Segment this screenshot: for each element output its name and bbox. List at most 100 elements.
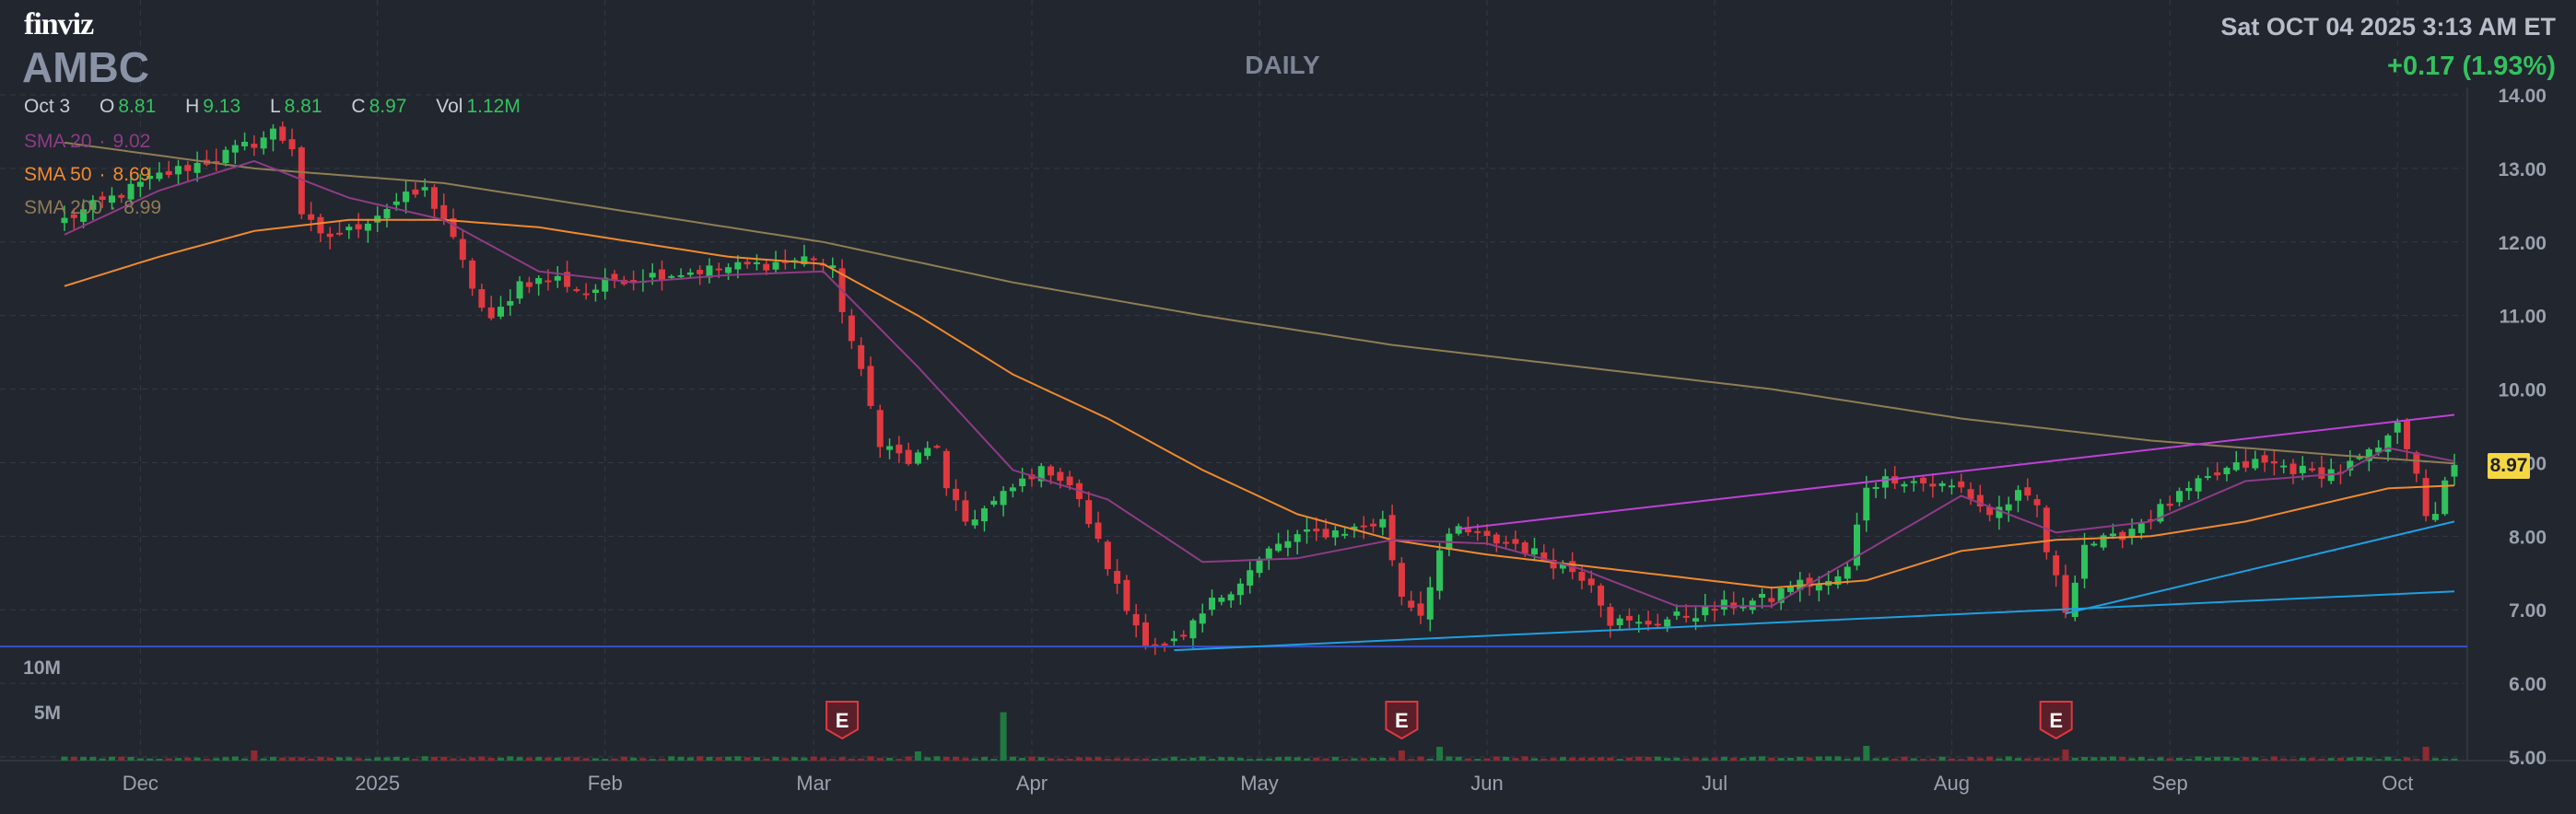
x-tick-label: Dec [123,772,158,795]
earnings-marker: E [825,701,860,740]
candle-body [70,214,77,218]
ohlc-legend: Oct 3 O 8.81 H 9.13 L 8.81 C 8.97 Vol 1.12M [24,96,521,118]
candle-body [990,500,998,506]
volume-bar [1095,757,1102,761]
volume-bar [535,757,543,761]
candle-body [1057,471,1064,482]
candle-body [686,272,694,275]
candle-body [2404,420,2411,449]
volume-bar [1483,758,1491,761]
volume-bar [2422,747,2430,761]
candle-body [1503,541,1510,544]
x-tick-label: Sep [2152,772,2188,795]
volume-bar [336,757,344,761]
volume-bar [953,756,960,761]
candle-body [2119,531,2126,541]
volume-bar [1559,757,1566,761]
volume-bar [326,757,334,761]
volume-bar [1265,758,1272,761]
volume-bar [1702,758,1709,761]
volume-bar [2175,757,2183,761]
candle-body [876,410,884,448]
sma50-value: 8.69 [112,164,151,185]
finviz-logo[interactable]: finviz [24,7,94,41]
x-tick-label: Apr [1016,772,1048,795]
sma200-line [64,141,2455,465]
volume-bar [1645,756,1652,761]
volume-bar [1114,758,1121,761]
candle-body [2347,460,2354,471]
candle-body [269,128,276,140]
candle-body [1370,523,1377,527]
volume-bar [288,757,296,761]
volume-bar [1019,758,1026,761]
sma50-line [64,218,2455,589]
volume-bar [421,756,428,761]
volume-bar [156,758,163,761]
volume-bar [1360,758,1367,761]
candle-body [1379,518,1387,528]
volume-bar [1142,758,1149,761]
volume-bar [791,757,799,761]
candle-body [2431,514,2439,520]
candle-body [535,277,543,285]
volume-bar [763,758,770,761]
candle-body [412,189,419,195]
volume-bar [1521,756,1528,761]
volume-bar [1000,712,1007,761]
candle-body [1559,564,1566,569]
ticker-symbol: AMBC [22,43,149,91]
volume-bar [1834,756,1842,761]
x-tick-label: Feb [588,772,623,795]
volume-bar [184,757,192,761]
candle-body [1635,622,1643,624]
volume-bar [744,757,751,761]
candle-body [1322,529,1329,538]
volume-bar [1426,759,1434,761]
volume-bar [582,758,590,761]
candle-body [1066,476,1073,486]
candle-body [326,233,334,238]
volume-bar [1322,758,1329,761]
volume-bar [1825,756,1832,761]
candle-body [2289,463,2297,475]
candle-body [1455,526,1462,534]
volume-bar [1958,759,1965,761]
y-tick-label: 7.00 [2509,600,2547,622]
candle-body [1806,577,1813,587]
volume-bar [810,756,817,761]
candle-body [2204,476,2211,479]
volume-bar [1844,758,1851,761]
y-tick-label: 13.00 [2498,159,2547,180]
candle-body [345,227,353,231]
candle-body [848,315,855,342]
candle-body [706,265,713,278]
candle-body [1664,619,1671,627]
volume-bar [649,759,656,761]
candle-body [2451,464,2458,477]
volume-bar [2119,756,2126,761]
candle-body [1209,598,1216,610]
volume-bar [1370,758,1377,761]
volume-bar [1351,758,1358,761]
volume-bar [1654,756,1661,761]
volume-bar [127,756,135,761]
candle-body [2318,467,2325,479]
volume-bar [630,757,638,761]
candle-body [1085,500,1093,525]
candle-body [1265,548,1272,559]
volume-bar [848,758,855,761]
candle-body [1550,559,1557,569]
candle-body [1388,515,1396,561]
volume-bar [89,757,97,761]
candle-body [1161,643,1168,645]
volume-bar [1132,758,1140,761]
candle-body [1142,622,1149,646]
candle-body [421,187,428,191]
sma200-legend: SMA 200 · 8.99 [24,197,162,218]
candle-body [2309,468,2316,471]
volume-bar [1189,757,1197,761]
earnings-marker: E [2039,701,2073,740]
volume-bar [61,756,68,761]
